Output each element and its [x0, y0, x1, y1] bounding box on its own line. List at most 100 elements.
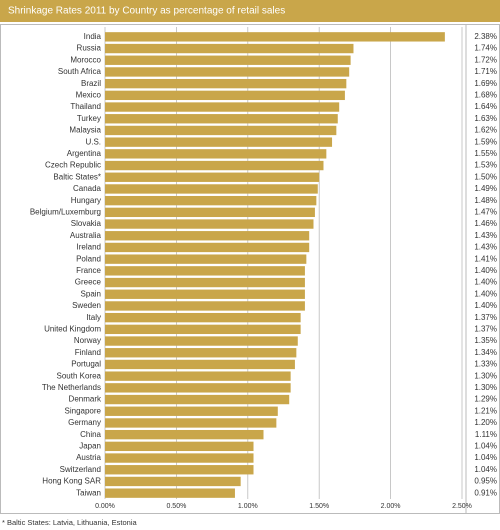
bar — [105, 277, 305, 288]
bar — [105, 453, 254, 463]
y-tick-label: Singapore — [65, 406, 102, 415]
bar — [105, 394, 290, 405]
bar — [105, 418, 277, 428]
y-tick-label: United Kingdom — [44, 324, 101, 333]
y-tick-label: Greece — [75, 278, 102, 287]
value-label: 1.68% — [474, 90, 497, 99]
bar — [105, 231, 310, 241]
y-tick-label: Italy — [86, 313, 101, 322]
title-bar — [0, 0, 500, 22]
bar — [105, 406, 278, 416]
value-label: 1.30% — [474, 371, 497, 380]
y-tick-label: U.S. — [85, 137, 101, 146]
x-tick-label: 2.50% — [452, 503, 472, 510]
value-label: 1.33% — [474, 360, 497, 369]
y-tick-label: South Africa — [58, 67, 102, 76]
value-label: 1.30% — [474, 383, 497, 392]
y-tick-label: France — [76, 266, 101, 275]
value-label: 1.20% — [474, 418, 497, 427]
y-tick-label: Baltic States* — [53, 172, 101, 181]
x-tick-label: 0.50% — [166, 503, 186, 510]
y-tick-label: Argentina — [67, 149, 102, 158]
bar — [105, 43, 354, 54]
bar — [105, 336, 298, 346]
y-tick-label: Austria — [76, 453, 101, 462]
y-tick-label: Finland — [75, 348, 101, 357]
bar — [105, 488, 235, 498]
y-tick-label: Czech Republic — [45, 161, 101, 170]
bar — [105, 266, 305, 276]
y-tick-label: Hong Kong SAR — [42, 477, 101, 486]
y-tick-label: Russia — [77, 44, 102, 53]
value-label: 1.47% — [474, 207, 497, 216]
value-label: 1.35% — [474, 336, 497, 345]
bar — [105, 476, 241, 487]
bar — [105, 207, 315, 218]
y-tick-label: Spain — [81, 289, 101, 298]
bar — [105, 254, 307, 264]
y-tick-label: South Korea — [57, 371, 102, 380]
value-label: 1.29% — [474, 395, 497, 404]
bar — [105, 348, 297, 358]
bar — [105, 32, 445, 42]
y-tick-label: Portugal — [71, 360, 101, 369]
y-tick-label: Poland — [76, 254, 101, 263]
y-tick-label: Norway — [74, 336, 101, 345]
bar — [105, 312, 301, 323]
value-label: 1.49% — [474, 184, 497, 193]
value-label: 1.74% — [474, 44, 497, 53]
bar — [105, 383, 291, 393]
x-tick-label: 1.00% — [238, 503, 258, 510]
x-tick-label: 1.50% — [309, 503, 329, 510]
bar — [105, 289, 305, 299]
value-label: 1.63% — [474, 114, 497, 123]
value-label: 1.34% — [474, 348, 497, 357]
bar — [105, 441, 254, 452]
x-tick-label: 2.00% — [381, 503, 401, 510]
value-label: 1.53% — [474, 161, 497, 170]
bar — [105, 90, 345, 101]
value-label: 1.37% — [474, 313, 497, 322]
bar — [105, 137, 333, 147]
bar — [105, 242, 310, 253]
value-label: 1.50% — [474, 172, 497, 181]
bar — [105, 184, 318, 194]
y-tick-label: Australia — [70, 231, 102, 240]
y-tick-label: Malaysia — [69, 126, 101, 135]
y-tick-label: Mexico — [76, 90, 102, 99]
y-tick-label: China — [80, 430, 101, 439]
value-label: 1.37% — [474, 324, 497, 333]
value-label: 1.40% — [474, 301, 497, 310]
bar — [105, 465, 254, 475]
y-tick-label: The Netherlands — [42, 383, 101, 392]
bar — [105, 78, 347, 89]
value-label: 1.43% — [474, 231, 497, 240]
value-label: 1.43% — [474, 243, 497, 252]
y-tick-label: India — [84, 32, 102, 41]
bar — [105, 67, 350, 77]
value-label: 1.04% — [474, 465, 497, 474]
bar — [105, 149, 327, 159]
y-tick-label: Morocco — [70, 55, 101, 64]
bar — [105, 195, 317, 206]
value-label: 0.95% — [474, 477, 497, 486]
y-tick-label: Sweden — [72, 301, 101, 310]
bar — [105, 429, 264, 440]
value-label: 1.55% — [474, 149, 497, 158]
bar — [105, 102, 340, 112]
value-label: 1.71% — [474, 67, 497, 76]
value-label: 1.59% — [474, 137, 497, 146]
y-tick-label: Brazil — [81, 79, 101, 88]
y-tick-label: Hungary — [71, 196, 101, 205]
value-label: 1.21% — [474, 406, 497, 415]
bar — [105, 172, 320, 182]
y-tick-label: Turkey — [77, 114, 101, 123]
bar — [105, 160, 324, 171]
y-tick-label: Japan — [79, 441, 101, 450]
value-label: 1.64% — [474, 102, 497, 111]
value-label: 1.40% — [474, 266, 497, 275]
value-label: 1.48% — [474, 196, 497, 205]
y-tick-label: Thailand — [70, 102, 101, 111]
y-tick-label: Canada — [73, 184, 102, 193]
